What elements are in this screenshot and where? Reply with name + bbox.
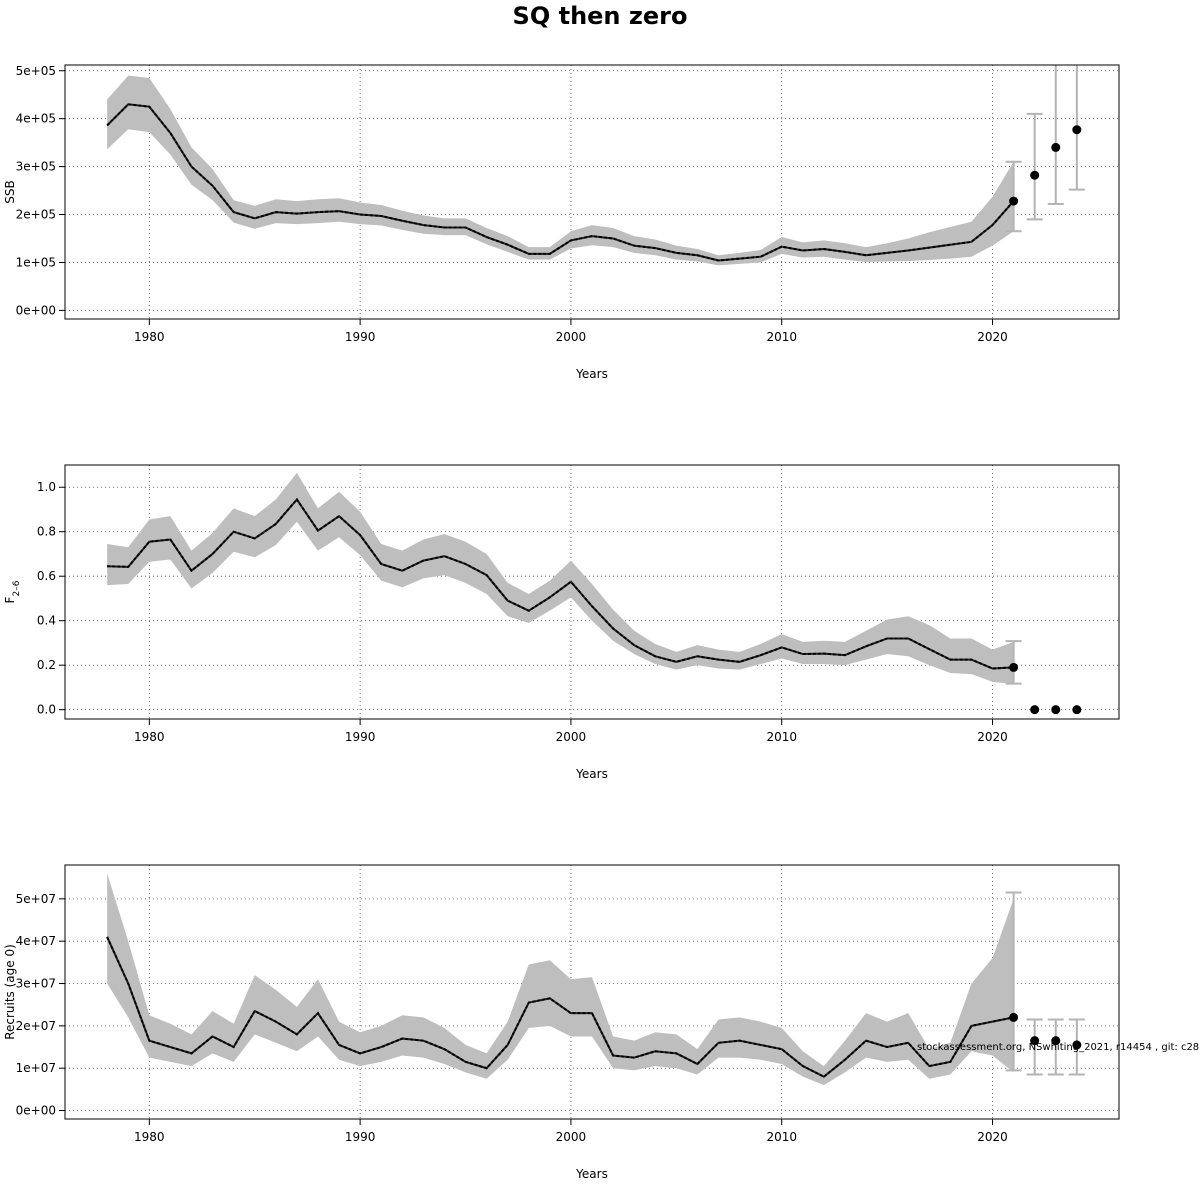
recruits-ytick-label-5e+07: 5e+07 — [16, 892, 56, 906]
ssb-estimate-dash — [106, 103, 1015, 262]
ssb-confidence-band — [107, 75, 1014, 266]
fbar-forecast-point-2024 — [1072, 705, 1082, 715]
fbar-estimate-dash — [107, 497, 1014, 670]
fbar-forecast-point-2022 — [1030, 705, 1040, 715]
fbar-xtick-label-1980: 1980 — [134, 730, 165, 744]
footnote: stockassessment.org, NSwhiting_2021, r14… — [917, 1042, 1200, 1053]
recruits-forecast-point-2023 — [1051, 1036, 1061, 1046]
ssb-xaxis-label: Years — [575, 367, 608, 381]
fbar-xtick-label-2010: 2010 — [766, 730, 797, 744]
recruits-ytick-label-2e+07: 2e+07 — [16, 1019, 56, 1033]
fbar-ytick-label-1.0: 1.0 — [37, 480, 56, 494]
recruits-forecast-point-2022 — [1030, 1036, 1040, 1046]
ssb-forecast-point-2022 — [1030, 170, 1040, 180]
figure-title: SQ then zero — [513, 2, 688, 30]
fbar-panel: 1980 1990 2000 2010 2020 0.0 0.2 0.4 0.6 0.8 1.0 Ye… — [3, 464, 1120, 781]
ssb-xtick-label-1980: 1980 — [134, 330, 165, 344]
recruits-xaxis-label: Years — [575, 1167, 608, 1181]
ssb-ytick-label-2e+05: 2e+05 — [16, 208, 56, 222]
recruits-frame — [64, 864, 1120, 1120]
fbar-yaxis-label: F2–6 — [3, 580, 22, 603]
ssb-forecast-point-2024 — [1072, 125, 1082, 135]
recruits-ytick-label-1e+07: 1e+07 — [16, 1061, 56, 1075]
fbar-ytick-label-0.8: 0.8 — [37, 525, 56, 539]
fbar-xtick-label-1990: 1990 — [345, 730, 376, 744]
recruits-ytick-label-0e+00: 0e+00 — [16, 1104, 56, 1118]
ssb-xtick-label-2020: 2020 — [977, 330, 1008, 344]
recruits-confidence-band — [107, 873, 1014, 1086]
fbar-xtick-label-2000: 2000 — [556, 730, 587, 744]
fbar-forecast-point-2023 — [1051, 705, 1061, 715]
ssb-panel: 1980 1990 2000 2010 2020 0e+00 1e+05 2e+05 3e+05… — [3, 64, 1120, 381]
recruits-yaxis-label: Recruits (age 0) — [3, 944, 17, 1040]
fbar-confidence-band — [107, 472, 1014, 685]
fbar-ytick-label-0.2: 0.2 — [37, 658, 56, 672]
ssb-ytick-label-3e+05: 3e+05 — [16, 160, 56, 174]
fbar-xaxis-label: Years — [575, 767, 608, 781]
ssb-forecast-point-2021 — [1009, 196, 1019, 206]
ssb-ytick-label-4e+05: 4e+05 — [16, 112, 56, 126]
ssb-ytick-label-5e+05: 5e+05 — [16, 64, 56, 78]
ssb-yaxis-label: SSB — [3, 180, 17, 203]
fbar-ytick-label-0.0: 0.0 — [37, 703, 56, 717]
recruits-xtick-label-1980: 1980 — [134, 1130, 165, 1144]
ssb-frame — [64, 64, 1120, 320]
fbar-ytick-label-0.6: 0.6 — [37, 569, 56, 583]
ssb-forecast-point-2023 — [1051, 142, 1061, 152]
ssb-ytick-label-0e+00: 0e+00 — [16, 303, 56, 317]
fbar-frame — [64, 464, 1120, 720]
fbar-ytick-label-0.4: 0.4 — [37, 614, 56, 628]
fbar-xtick-label-2020: 2020 — [977, 730, 1008, 744]
recruits-estimate-dash — [106, 936, 1014, 1078]
ssb-xtick-label-2010: 2010 — [766, 330, 797, 344]
panels: 1980 1990 2000 2010 2020 0e+00 1e+05 2e+05 3e+05… — [3, 64, 1120, 1181]
recruits-xtick-label-1990: 1990 — [345, 1130, 376, 1144]
recruits-ytick-label-3e+07: 3e+07 — [16, 977, 56, 991]
ssb-xtick-label-1990: 1990 — [345, 330, 376, 344]
recruits-xtick-label-2020: 2020 — [977, 1130, 1008, 1144]
ssb-xtick-label-2000: 2000 — [556, 330, 587, 344]
recruits-forecast-point-2024 — [1072, 1040, 1082, 1050]
ssb-ytick-label-1e+05: 1e+05 — [16, 255, 56, 269]
recruits-forecast-point-2021 — [1009, 1012, 1019, 1022]
recruits-xtick-label-2000: 2000 — [556, 1130, 587, 1144]
recruits-panel: 1980 1990 2000 2010 2020 0e+00 1e+07 2e+07 3e+07… — [3, 864, 1120, 1181]
fbar-forecast-point-2021 — [1009, 662, 1019, 672]
recruits-ytick-label-4e+07: 4e+07 — [16, 934, 56, 948]
recruits-xtick-label-2010: 2010 — [766, 1130, 797, 1144]
